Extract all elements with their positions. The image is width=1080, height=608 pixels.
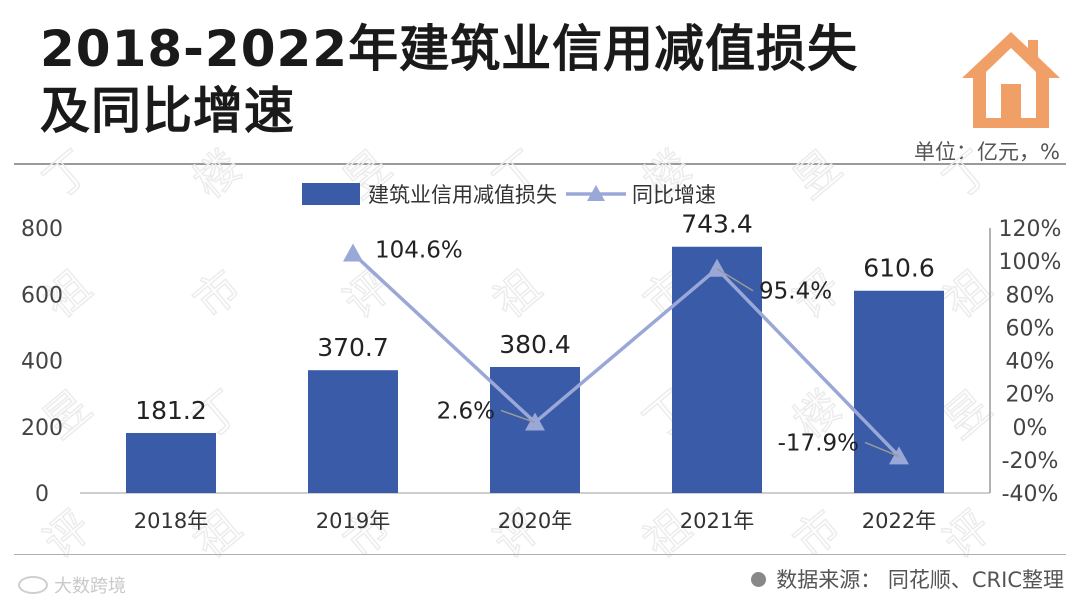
house-icon <box>962 32 1060 128</box>
y-right-tick-label: 80% <box>1006 283 1055 308</box>
line-data-label: 2.6% <box>437 398 495 424</box>
y-right-tick-label: 0% <box>1013 416 1048 441</box>
watermark-glyph: 评 <box>334 261 400 328</box>
y-left-tick-label: 400 <box>21 350 63 375</box>
bar <box>126 432 216 493</box>
line-data-label: 95.4% <box>759 279 832 305</box>
y-left-tick-label: 0 <box>35 482 49 507</box>
y-left-tick-label: 200 <box>21 416 63 441</box>
source-note: 数据来源： 同花顺、CRIC整理 <box>751 564 1064 594</box>
bar-data-label: 370.7 <box>317 333 389 362</box>
unit-label: 单位：亿元，% <box>914 140 1060 164</box>
bar-data-label: 380.4 <box>499 330 571 359</box>
leader-line <box>716 268 754 292</box>
legend-bar-label: 建筑业信用减值损失 <box>368 183 557 207</box>
watermark-glyph: 祖 <box>484 261 550 328</box>
watermark-glyph: 市 <box>784 501 850 568</box>
y-right-tick-label: 40% <box>1006 350 1055 375</box>
watermark-glyph: 评 <box>34 501 100 568</box>
watermark-glyph: 昱 <box>784 141 850 208</box>
y-right-tick-label: 20% <box>1006 383 1055 408</box>
bar-data-label: 743.4 <box>681 210 753 239</box>
watermark-glyph: 丁 <box>34 141 100 208</box>
watermark-glyph: 丁 <box>934 141 1000 208</box>
dot-icon <box>751 571 767 587</box>
x-tick-label: 2022年 <box>862 509 936 533</box>
line-data-label: 104.6% <box>375 238 463 264</box>
bar-data-label: 610.6 <box>863 254 935 283</box>
watermark-glyph: 祖 <box>934 261 1000 328</box>
y-right-tick-label: 60% <box>1006 316 1055 341</box>
y-right-tick-label: -40% <box>1002 482 1059 507</box>
legend-line-marker <box>587 185 605 201</box>
line-data-label: -17.9% <box>778 430 859 456</box>
line-point <box>889 446 909 465</box>
x-tick-label: 2019年 <box>316 509 390 533</box>
top-divider <box>14 163 1066 165</box>
source-text: 数据来源： 同花顺、CRIC整理 <box>776 568 1064 592</box>
page-title: 2018-2022年建筑业信用减值损失 及同比增速 <box>40 20 859 140</box>
watermark-glyph: 楼 <box>184 141 250 208</box>
watermark-glyph: 昱 <box>934 381 1000 448</box>
y-right-tick-label: 100% <box>999 250 1062 275</box>
leader-line <box>864 441 900 458</box>
brand-label: 大数跨境 <box>54 576 126 597</box>
legend-line-label: 同比增速 <box>632 183 716 207</box>
line-point <box>525 412 545 431</box>
bar-data-label: 181.2 <box>135 396 207 425</box>
legend-bar-swatch <box>302 183 360 205</box>
y-left-tick-label: 800 <box>21 217 63 242</box>
brand-watermark: 大数跨境 <box>18 572 126 598</box>
bar <box>672 246 762 493</box>
growth-line <box>351 252 901 458</box>
y-right-tick-label: 120% <box>999 217 1062 242</box>
weibo-eye-icon <box>18 576 48 594</box>
x-tick-label: 2021年 <box>680 509 754 533</box>
bottom-divider <box>14 554 1066 555</box>
y-left-tick-label: 600 <box>21 283 63 308</box>
watermark-glyph: 评 <box>934 501 1000 568</box>
y-right-tick-label: -20% <box>1002 449 1059 474</box>
x-tick-label: 2020年 <box>498 509 572 533</box>
leader-line <box>500 409 536 424</box>
bar <box>308 370 398 493</box>
line-point <box>343 243 363 262</box>
x-tick-label: 2018年 <box>134 509 208 533</box>
watermark-glyph: 市 <box>184 261 250 328</box>
